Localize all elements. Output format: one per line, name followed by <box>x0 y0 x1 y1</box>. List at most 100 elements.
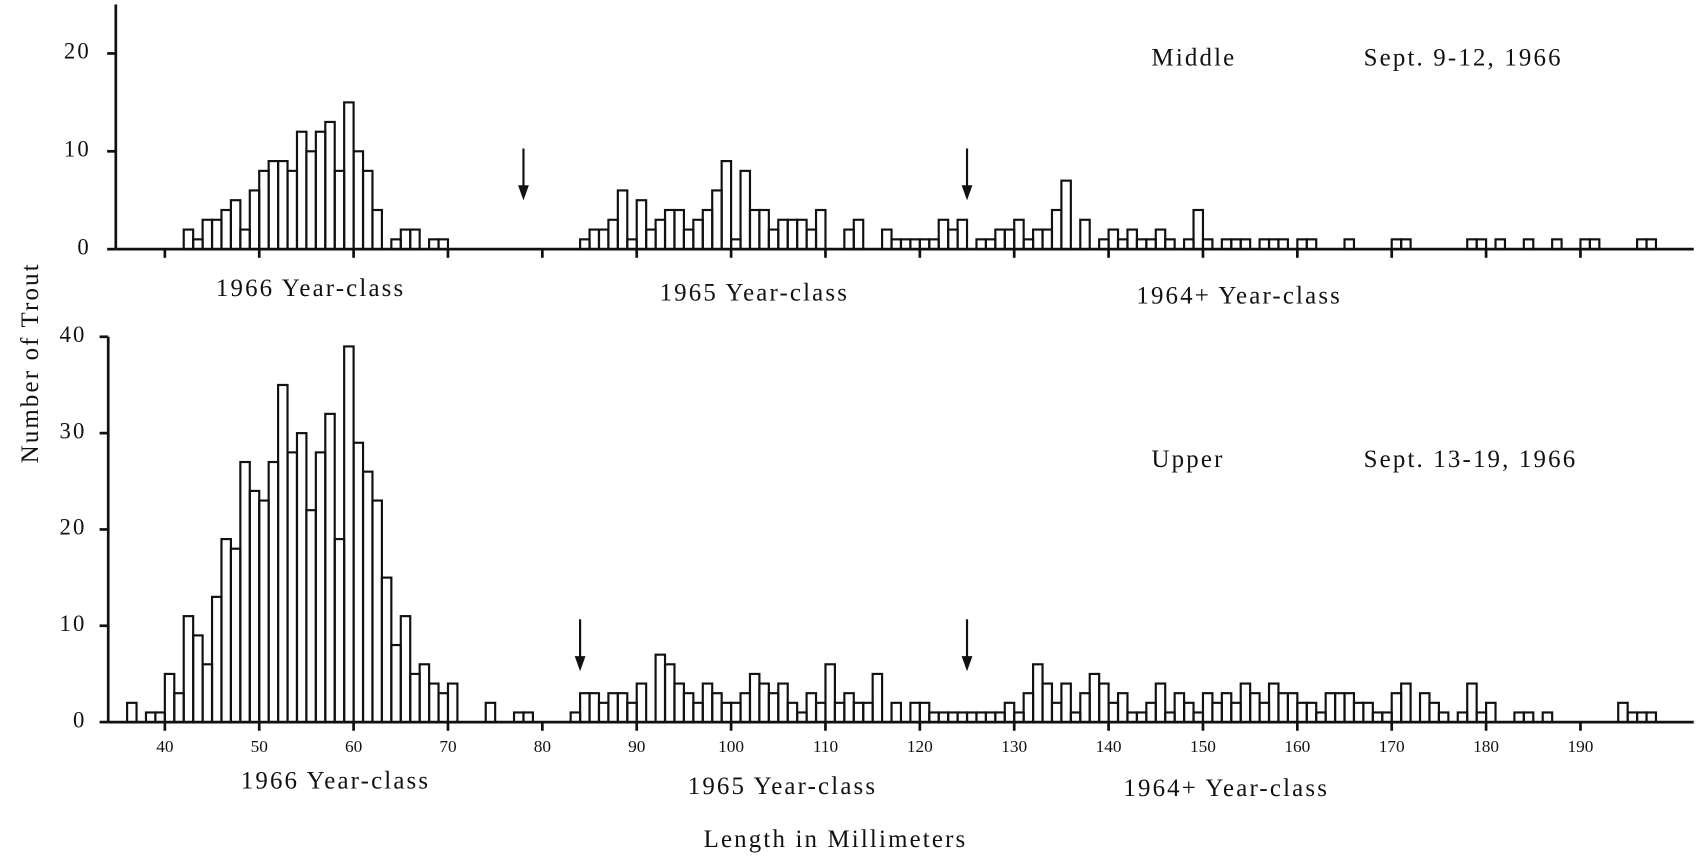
bar <box>1541 711 1554 724</box>
bar <box>428 682 440 724</box>
panel-label: Middle <box>1152 44 1237 71</box>
bar <box>843 692 855 724</box>
bar <box>1107 228 1120 251</box>
bar <box>1343 692 1356 724</box>
year-class-label: 1966 Year-class <box>241 767 431 794</box>
x-tick-label: 40 <box>156 737 173 756</box>
bar <box>324 120 336 251</box>
y-tick-label: 20 <box>64 39 91 64</box>
bar <box>352 441 365 724</box>
bar <box>1192 208 1205 251</box>
bar <box>1041 682 1054 724</box>
bar <box>267 460 280 724</box>
bar <box>512 711 525 724</box>
bar <box>796 218 808 251</box>
bar <box>1400 238 1412 251</box>
bar <box>1305 238 1318 251</box>
bar <box>739 169 752 251</box>
bar <box>192 238 204 251</box>
bar <box>399 615 412 724</box>
bar <box>333 537 346 724</box>
bar <box>1060 179 1072 251</box>
bar <box>1211 701 1223 724</box>
bar <box>890 701 903 724</box>
bar <box>305 150 317 251</box>
bar <box>1267 682 1280 724</box>
x-axis-label: Length in Millimeters <box>704 826 968 853</box>
bar <box>975 711 987 724</box>
bar <box>862 701 874 724</box>
bar <box>1032 228 1044 251</box>
year-class-label: 1964+ Year-class <box>1123 775 1329 802</box>
bar <box>701 682 714 724</box>
bar <box>890 238 903 251</box>
bar <box>758 682 770 724</box>
bar <box>1437 711 1450 724</box>
x-tick-label: 90 <box>628 737 645 756</box>
bar <box>1352 701 1365 724</box>
bar <box>1485 701 1497 724</box>
bar <box>635 682 648 724</box>
bar <box>1626 711 1639 724</box>
bar <box>569 711 582 724</box>
bar <box>994 711 1006 724</box>
bar <box>1456 711 1469 724</box>
bar <box>201 663 214 724</box>
bar <box>1305 701 1318 724</box>
bar <box>1296 238 1308 251</box>
x-tick-label: 50 <box>251 737 268 756</box>
arrow-head <box>518 185 529 201</box>
bar <box>635 199 648 251</box>
bar <box>645 228 657 251</box>
bar <box>248 189 261 251</box>
bar <box>1258 701 1271 724</box>
bar <box>1183 701 1195 724</box>
bar <box>390 643 402 724</box>
bar <box>673 682 685 724</box>
x-tick-label: 110 <box>813 737 838 756</box>
bar <box>248 489 261 724</box>
bar <box>286 169 299 251</box>
year-class-label: 1964+ Year-class <box>1136 283 1342 310</box>
bar <box>588 228 601 251</box>
bar <box>1220 692 1233 724</box>
bar <box>324 412 336 724</box>
bar <box>1116 692 1129 724</box>
bar <box>909 701 921 724</box>
bar <box>277 160 289 251</box>
bar <box>1645 238 1658 251</box>
bar <box>446 682 459 724</box>
bar <box>928 238 940 251</box>
bar <box>361 169 374 251</box>
bar <box>1173 692 1186 724</box>
bar <box>692 701 704 724</box>
bar <box>1154 228 1167 251</box>
bar <box>154 711 166 724</box>
bar <box>371 208 383 251</box>
bar <box>333 169 346 251</box>
bar <box>182 615 195 724</box>
y-tick-label: 20 <box>60 515 87 540</box>
bar <box>1220 238 1233 251</box>
bar <box>1315 711 1327 724</box>
date-label: Sept. 13-19, 1966 <box>1364 446 1578 473</box>
bar <box>682 692 695 724</box>
bar <box>1428 701 1440 724</box>
arrow-head <box>961 656 973 672</box>
x-tick-label: 120 <box>907 737 933 756</box>
bar <box>673 208 685 251</box>
bar <box>1267 238 1280 251</box>
bar <box>1164 711 1176 724</box>
bar <box>597 701 610 724</box>
bar <box>314 130 327 251</box>
bar <box>1183 238 1195 251</box>
bar <box>1079 218 1091 251</box>
bar <box>229 199 242 251</box>
bar <box>1296 701 1308 724</box>
bar <box>1013 711 1025 724</box>
bar <box>1286 692 1299 724</box>
bar <box>692 218 704 251</box>
bar <box>343 345 355 724</box>
bar <box>361 470 374 724</box>
bar <box>579 692 591 724</box>
